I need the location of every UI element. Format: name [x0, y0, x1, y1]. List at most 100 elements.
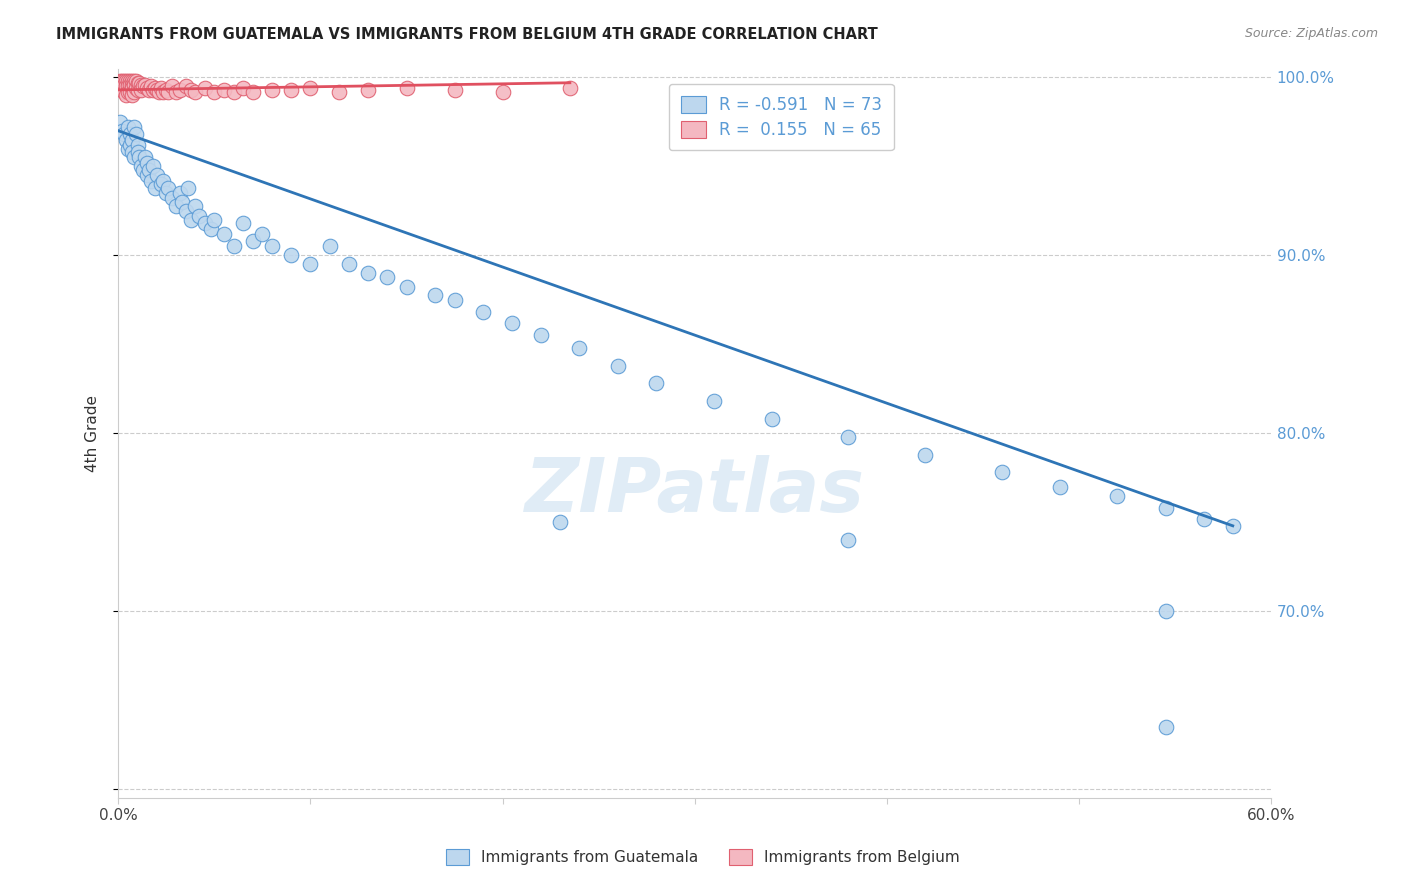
Legend: Immigrants from Guatemala, Immigrants from Belgium: Immigrants from Guatemala, Immigrants fr… [440, 843, 966, 871]
Point [232, 216, 254, 230]
Point [357, 83, 380, 97]
Point [991, 466, 1014, 480]
Point [180, 83, 202, 97]
Point [112, 74, 135, 88]
Point [395, 280, 418, 294]
Point [200, 221, 222, 235]
Point [118, 128, 141, 142]
Point [242, 85, 264, 99]
Point [232, 81, 254, 95]
Point [299, 81, 322, 95]
Point [152, 85, 174, 99]
Point [212, 83, 235, 97]
Point [149, 177, 172, 191]
Point [184, 85, 207, 99]
Point [501, 316, 523, 330]
Point [174, 79, 197, 94]
Point [837, 430, 859, 444]
Point [1154, 501, 1177, 516]
Y-axis label: 4th Grade: 4th Grade [86, 395, 100, 472]
Point [377, 269, 399, 284]
Text: Source: ZipAtlas.com: Source: ZipAtlas.com [1244, 27, 1378, 40]
Text: IMMIGRANTS FROM GUATEMALA VS IMMIGRANTS FROM BELGIUM 4TH GRADE CORRELATION CHART: IMMIGRANTS FROM GUATEMALA VS IMMIGRANTS … [56, 27, 877, 42]
Point [124, 74, 146, 88]
Point [111, 124, 134, 138]
Point [115, 88, 138, 103]
Point [1107, 489, 1129, 503]
Point [127, 76, 149, 90]
Point [118, 138, 141, 153]
Point [160, 191, 183, 205]
Point [157, 85, 180, 99]
Point [136, 81, 159, 95]
Point [703, 394, 725, 409]
Point [148, 85, 170, 99]
Point [112, 78, 135, 92]
Point [180, 212, 202, 227]
Point [169, 83, 191, 97]
Legend: R = -0.591   N = 73, R =  0.155   N = 65: R = -0.591 N = 73, R = 0.155 N = 65 [669, 84, 894, 151]
Point [112, 85, 135, 99]
Point [357, 266, 380, 280]
Point [165, 85, 187, 99]
Point [155, 186, 177, 200]
Point [761, 412, 783, 426]
Point [124, 128, 146, 142]
Point [139, 173, 162, 187]
Point [152, 173, 174, 187]
Point [184, 198, 207, 212]
Point [194, 81, 217, 95]
Point [136, 169, 159, 183]
Point [112, 128, 135, 142]
Point [204, 212, 226, 227]
Point [117, 85, 139, 99]
Point [132, 79, 155, 94]
Point [138, 83, 160, 97]
Point [170, 194, 193, 209]
Point [127, 138, 149, 153]
Point [110, 74, 132, 88]
Point [142, 83, 165, 97]
Point [132, 163, 155, 178]
Point [117, 74, 139, 88]
Point [122, 120, 145, 135]
Point [115, 133, 138, 147]
Point [134, 78, 156, 92]
Point [1049, 480, 1071, 494]
Point [121, 145, 143, 160]
Point [425, 287, 447, 301]
Point [1154, 604, 1177, 618]
Point [1154, 720, 1177, 734]
Point [142, 160, 165, 174]
Point [128, 151, 150, 165]
Point [262, 83, 284, 97]
Point [131, 78, 153, 92]
Point [111, 74, 134, 88]
Point [111, 78, 134, 92]
Point [143, 81, 166, 95]
Point [188, 209, 211, 223]
Point [122, 85, 145, 99]
Point [121, 78, 143, 92]
Point [157, 180, 180, 194]
Point [165, 198, 187, 212]
Point [118, 85, 141, 99]
Point [328, 85, 350, 99]
Point [337, 257, 360, 271]
Point [149, 81, 172, 95]
Point [280, 248, 302, 262]
Point [124, 81, 146, 95]
Point [136, 156, 159, 170]
Point [115, 79, 138, 94]
Point [169, 186, 191, 200]
Point [122, 151, 145, 165]
Point [558, 81, 581, 95]
Point [837, 533, 859, 547]
Point [252, 227, 274, 241]
Point [176, 180, 198, 194]
Point [222, 239, 245, 253]
Point [121, 74, 143, 88]
Point [242, 234, 264, 248]
Point [443, 83, 465, 97]
Text: ZIPatlas: ZIPatlas [524, 455, 865, 528]
